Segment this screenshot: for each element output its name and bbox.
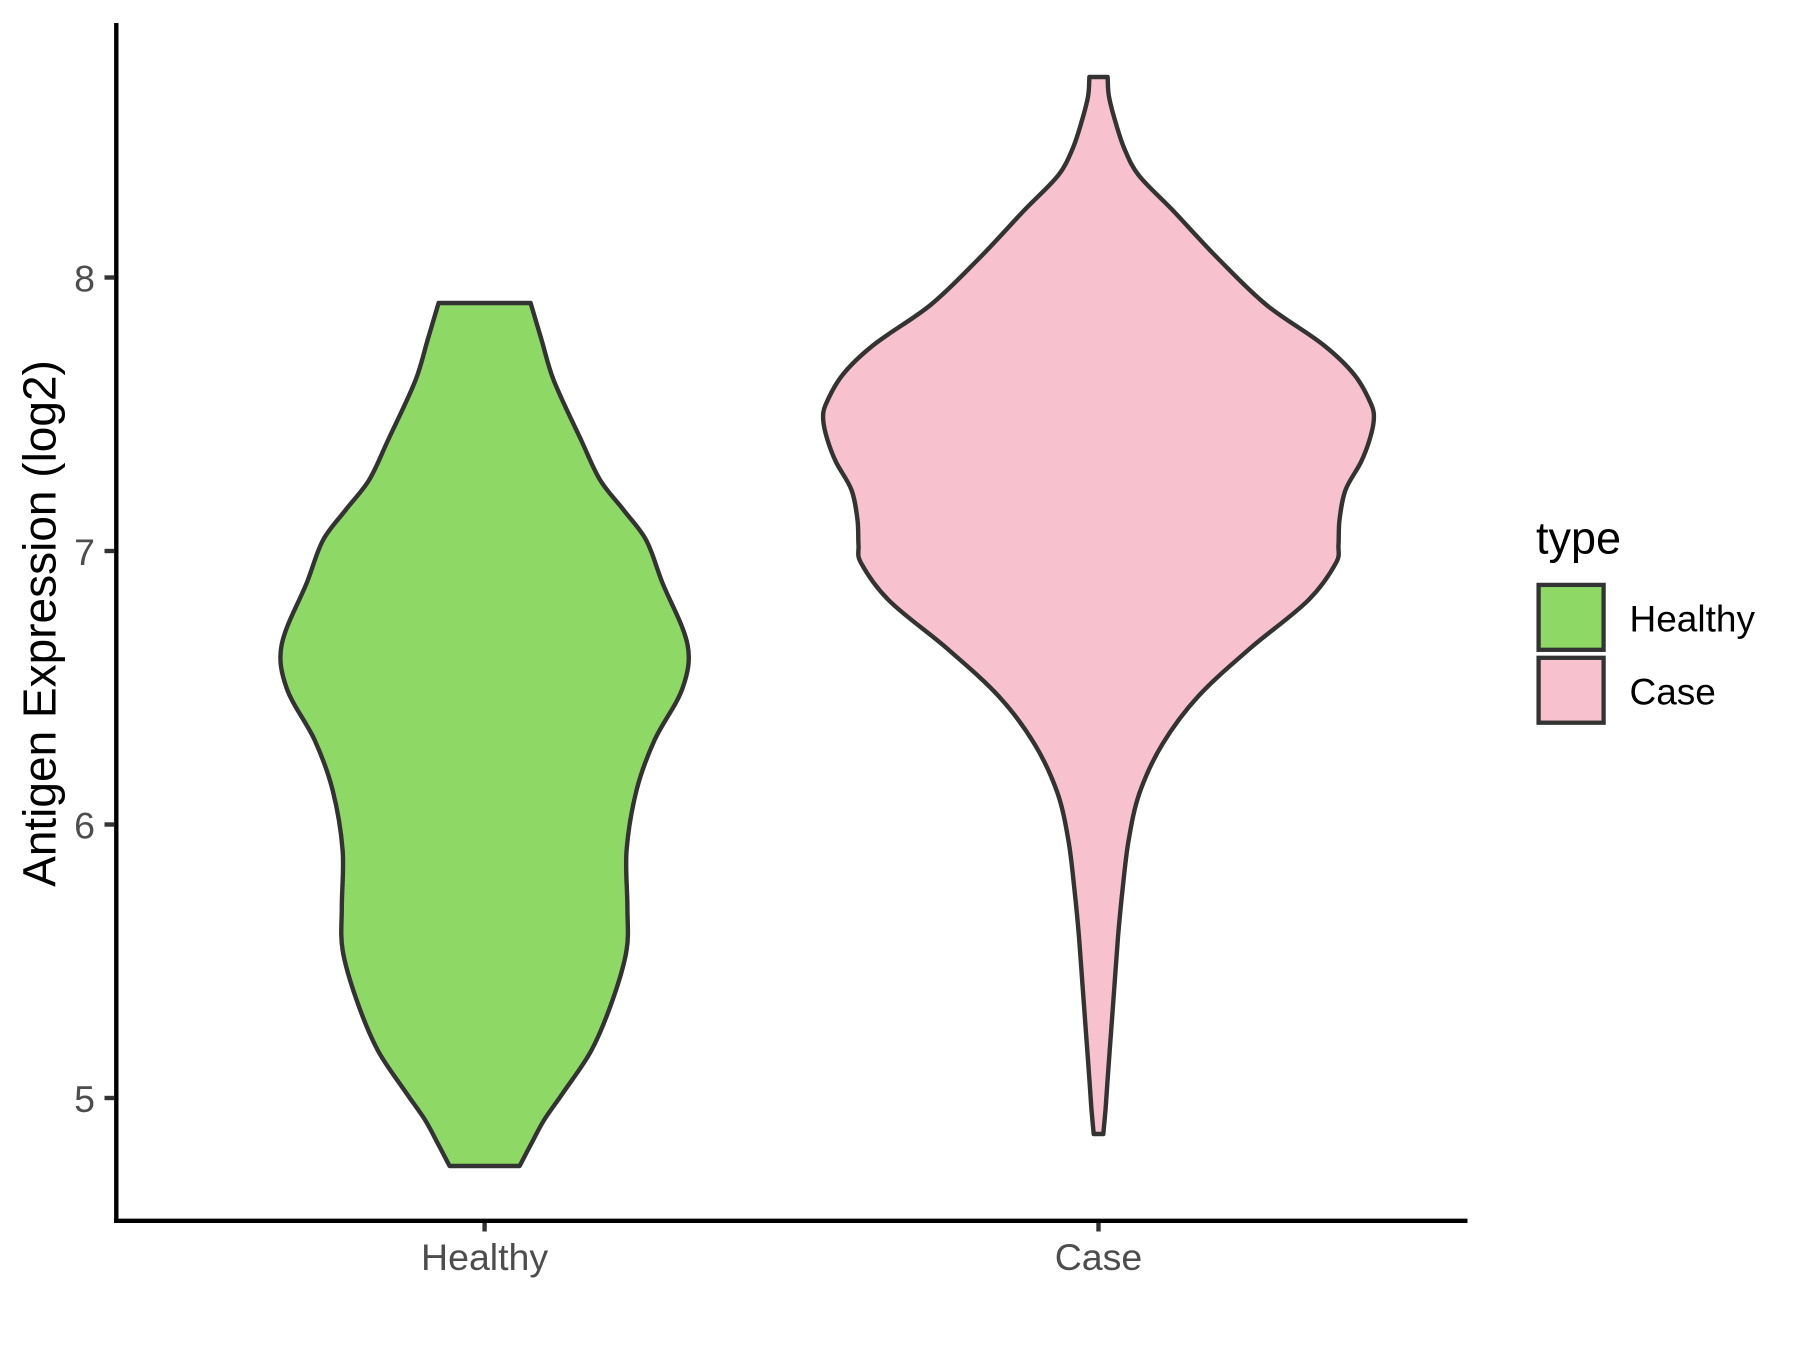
svg-text:8: 8: [74, 258, 95, 300]
svg-text:Healthy: Healthy: [421, 1236, 548, 1278]
svg-text:Case: Case: [1630, 672, 1716, 713]
svg-text:Antigen Expression (log2): Antigen Expression (log2): [14, 360, 66, 887]
svg-text:5: 5: [74, 1078, 95, 1120]
svg-text:Healthy: Healthy: [1630, 599, 1756, 640]
svg-text:type: type: [1536, 513, 1621, 564]
svg-text:7: 7: [74, 531, 95, 573]
svg-text:Case: Case: [1055, 1236, 1143, 1278]
svg-text:6: 6: [74, 805, 95, 847]
